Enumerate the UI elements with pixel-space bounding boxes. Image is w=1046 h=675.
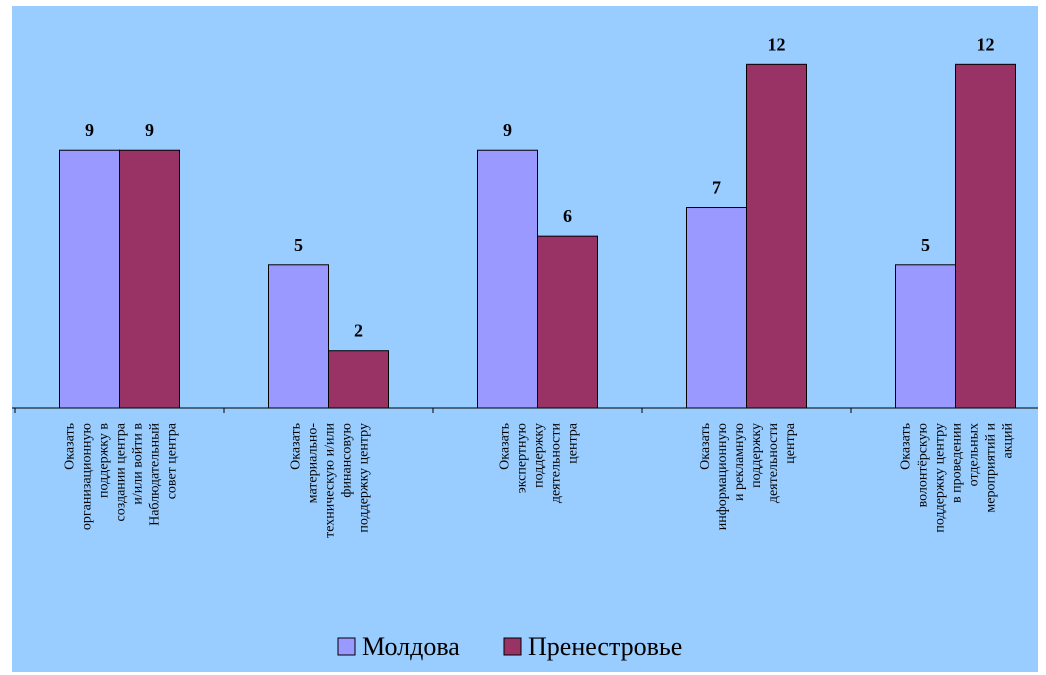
- category-label-line: поддержку: [749, 423, 764, 488]
- category-label-3: Оказать экспертную поддержку деятельности це…: [498, 422, 581, 503]
- category-label-line: поддержку: [532, 423, 547, 488]
- data-label-moldova-3: 9: [503, 120, 512, 140]
- category-label-line: Оказать: [899, 423, 914, 470]
- category-label-line: центра: [783, 422, 798, 463]
- category-label-4: Оказать информационную и рекламную поддержк…: [698, 422, 798, 530]
- category-label-line: деятельности: [549, 423, 564, 504]
- bar-moldova-1: [59, 149, 120, 409]
- bar-moldova-4: [686, 207, 747, 409]
- category-label-line: волонтёрскую: [916, 423, 931, 507]
- category-label-line: Оказать: [63, 423, 78, 470]
- category-label-line: деятельности: [766, 423, 781, 504]
- data-label-moldova-5: 5: [921, 235, 930, 255]
- bar-prenestrovie-1: [119, 149, 180, 409]
- data-label-prenestrovie-2: 2: [354, 321, 363, 341]
- category-label-line: Оказать: [289, 423, 304, 470]
- category-label-line: совет центра: [165, 422, 180, 499]
- category-label-line: и рекламную: [732, 423, 747, 501]
- category-labels: Оказать организационную поддержку в создани…: [63, 422, 1016, 538]
- category-label-line: создании центра: [114, 422, 129, 521]
- category-label-line: организационную: [80, 423, 95, 530]
- category-label-line: финансовую: [340, 423, 355, 498]
- category-label-line: мероприятий и: [984, 422, 999, 512]
- category-label-line: техническую и/или: [323, 423, 338, 538]
- bar-prenestrovie-4: [746, 63, 807, 409]
- category-label-line: отдельных: [967, 423, 982, 486]
- category-label-line: поддержку центру: [357, 423, 372, 533]
- legend: Молдова Пренестровье: [337, 632, 682, 661]
- bar-moldova-2: [268, 264, 329, 409]
- data-label-prenestrovie-4: 12: [768, 34, 786, 54]
- bar-prenestrovie-3: [537, 235, 598, 409]
- category-label-line: в проведении: [950, 423, 965, 503]
- category-label-line: центра: [566, 422, 581, 463]
- legend-label-prenestrovie: Пренестровье: [528, 632, 682, 661]
- bars-layer: [59, 63, 1016, 409]
- bar-moldova-5: [895, 264, 956, 409]
- category-label-line: материально-: [306, 423, 321, 504]
- data-label-moldova-1: 9: [85, 120, 94, 140]
- category-label-line: Оказать: [498, 423, 513, 470]
- category-label-5: Оказать волонтёрскую поддержку центру в про…: [899, 422, 1016, 532]
- category-label-2: Оказать материально-техническую и/или фина…: [289, 423, 372, 538]
- category-label-line: поддержку центру: [933, 423, 948, 533]
- category-label-line: поддержку в: [97, 423, 112, 498]
- x-axis: [12, 407, 1038, 413]
- category-label-line: и/или войти в: [131, 423, 146, 505]
- bar-moldova-3: [477, 149, 538, 409]
- data-label-prenestrovie-1: 9: [145, 120, 154, 140]
- category-label-1: Оказать организационную поддержку в создани…: [63, 422, 180, 530]
- data-label-prenestrovie-3: 6: [563, 206, 572, 226]
- category-label-line: экспертную: [515, 423, 530, 493]
- value-labels-layer: 9 9 5 2 9 6 7 12 5 12: [85, 34, 995, 340]
- legend-swatch-moldova: [337, 637, 356, 656]
- legend-label-moldova: Молдова: [362, 632, 460, 661]
- category-label-line: информационную: [715, 423, 730, 530]
- bar-prenestrovie-5: [955, 63, 1016, 409]
- bar-prenestrovie-2: [328, 350, 389, 409]
- category-label-line: Наблюдательный: [148, 422, 163, 525]
- legend-swatch-prenestrovie: [503, 637, 522, 656]
- data-label-moldova-4: 7: [712, 178, 721, 198]
- data-label-moldova-2: 5: [294, 235, 303, 255]
- category-label-line: акций: [1001, 423, 1016, 459]
- category-label-line: Оказать: [698, 423, 713, 470]
- data-label-prenestrovie-5: 12: [977, 34, 995, 54]
